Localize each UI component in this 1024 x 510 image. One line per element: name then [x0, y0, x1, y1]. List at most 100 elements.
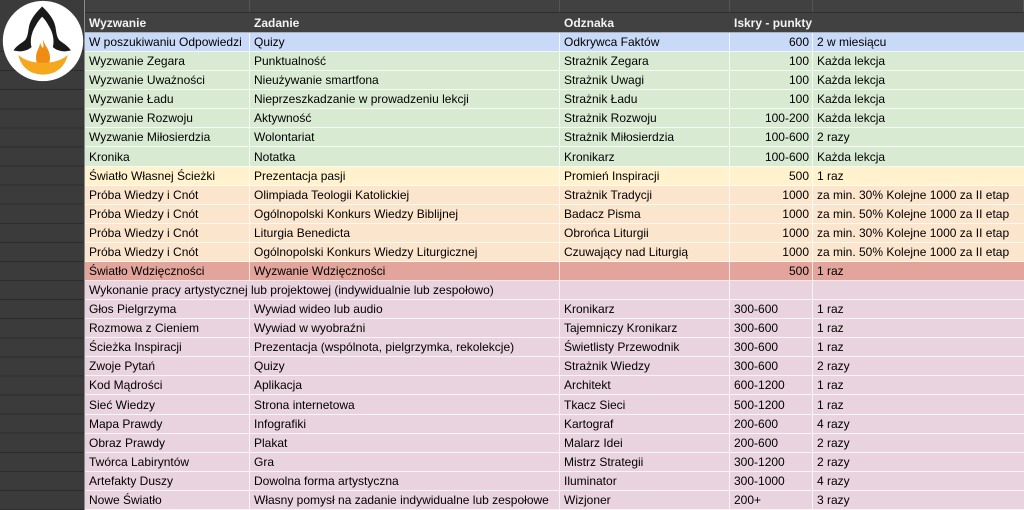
cell-czestotliwosc[interactable]: 1 raz — [813, 395, 1024, 415]
strip-cell-zadanie[interactable] — [250, 0, 560, 12]
cell-punkty[interactable]: 200-600 — [730, 433, 813, 453]
cell-wyzwanie[interactable]: Kod Mądrości — [85, 376, 250, 396]
cell-wyzwanie[interactable]: Twórca Labiryntów — [85, 452, 250, 472]
cell-odznaka[interactable]: Obrońca Liturgii — [560, 223, 730, 243]
cell-punkty[interactable]: 1000 — [730, 204, 813, 224]
cell-odznaka[interactable]: Strażnik Uwagi — [560, 71, 730, 91]
cell-punkty[interactable]: 600-1200 — [730, 376, 813, 396]
cell-czestotliwosc[interactable]: 1 raz — [813, 338, 1024, 358]
cell-zadanie[interactable]: Ogólnopolski Konkurs Wiedzy Biblijnej — [250, 204, 560, 224]
cell-zadanie[interactable]: Aktywność — [250, 109, 560, 129]
cell-czestotliwosc[interactable]: 2 razy — [813, 357, 1024, 377]
cell-zadanie[interactable]: Plakat — [250, 433, 560, 453]
cell-wyzwanie[interactable]: Próba Wiedzy i Cnót — [85, 185, 250, 205]
strip-cell-odznaka[interactable] — [560, 0, 730, 12]
cell-wyzwanie[interactable]: Światło Własnej Ścieżki — [85, 166, 250, 186]
cell-czestotliwosc[interactable]: 1 raz — [813, 167, 1024, 186]
cell-czestotliwosc[interactable]: 3 razy — [813, 491, 1024, 510]
cell-czestotliwosc[interactable] — [813, 281, 1024, 301]
cell-zadanie[interactable]: Aplikacja — [250, 376, 560, 396]
cell-czestotliwosc[interactable]: za min. 50% Kolejne 1000 za II etap — [813, 205, 1024, 224]
cell-czestotliwosc[interactable]: 2 w miesiącu — [813, 33, 1024, 53]
column-header-wyzwanie[interactable]: Wyzwanie — [89, 15, 147, 30]
cell-wyzwanie[interactable]: W poszukiwaniu Odpowiedzi — [85, 33, 250, 53]
cell-punkty[interactable]: 300-1200 — [730, 452, 813, 472]
cell-zadanie[interactable]: Punktualność — [250, 52, 560, 72]
cell-wyzwanie[interactable]: Wyzwanie Uważności — [85, 71, 250, 91]
cell-odznaka[interactable]: Kronikarz — [560, 147, 730, 167]
cell-czestotliwosc[interactable]: 4 razy — [813, 415, 1024, 434]
cell-zadanie[interactable]: Gra — [250, 452, 560, 472]
cell-odznaka[interactable]: Iluminator — [560, 471, 730, 491]
cell-czestotliwosc[interactable]: 1 raz — [813, 319, 1024, 339]
column-header-zadanie[interactable]: Zadanie — [254, 15, 300, 30]
column-header-czestotliwosc[interactable] — [813, 13, 1024, 32]
cell-zadanie[interactable]: Prezentacja (wspólnota, pielgrzymka, rek… — [250, 338, 560, 358]
column-header-punkty[interactable]: Iskry - punkty — [734, 15, 813, 30]
cell-odznaka[interactable]: Tajemniczy Kronikarz — [560, 319, 730, 339]
strip-cell-punkty[interactable] — [730, 0, 813, 12]
cell-wyzwanie[interactable]: Wyzwanie Rozwoju — [85, 109, 250, 129]
cell-odznaka[interactable]: Strażnik Rozwoju — [560, 109, 730, 129]
cell-wyzwanie[interactable]: Obraz Prawdy — [85, 433, 250, 453]
cell-odznaka[interactable]: Strażnik Miłosierdzia — [560, 128, 730, 148]
cell-odznaka[interactable]: Malarz Idei — [560, 433, 730, 453]
cell-punkty[interactable]: 100 — [730, 71, 813, 91]
cell-odznaka[interactable]: Tkacz Sieci — [560, 395, 730, 415]
cell-odznaka[interactable]: Mistrz Strategii — [560, 452, 730, 472]
cell-zadanie[interactable]: Olimpiada Teologii Katolickiej — [250, 185, 560, 205]
cell-punkty[interactable]: 100 — [730, 90, 813, 110]
cell-zadanie[interactable]: Dowolna forma artystyczna — [250, 471, 560, 491]
cell-wyzwanie[interactable]: Wyzwanie Zegara — [85, 52, 250, 72]
strip-cell-czestotliwosc[interactable] — [813, 0, 1024, 12]
cell-wyzwanie[interactable]: Kronika — [85, 147, 250, 167]
cell-wyzwanie[interactable]: Próba Wiedzy i Cnót — [85, 204, 250, 224]
cell-odznaka[interactable]: Świetlisty Przewodnik — [560, 338, 730, 358]
cell-punkty[interactable]: 500 — [730, 261, 813, 282]
cell-zadanie[interactable]: Nieużywanie smartfona — [250, 71, 560, 91]
cell-punkty[interactable]: 300-600 — [730, 319, 813, 339]
cell-wyzwanie[interactable]: Światło Wdzięczności — [85, 261, 250, 282]
cell-punkty[interactable]: 500 — [730, 166, 813, 186]
cell-czestotliwosc[interactable]: 1 raz — [813, 300, 1024, 320]
cell-punkty[interactable]: 300-600 — [730, 300, 813, 320]
cell-zadanie[interactable]: Własny pomysł na zadanie indywidualne lu… — [250, 490, 560, 510]
cell-punkty[interactable]: 100 — [730, 52, 813, 72]
cell-punkty[interactable]: 100-600 — [730, 147, 813, 167]
cell-wyzwanie[interactable]: Wykonanie pracy artystycznej lub projekt… — [85, 281, 560, 301]
cell-zadanie[interactable]: Liturgia Benedicta — [250, 223, 560, 243]
cell-wyzwanie[interactable]: Wyzwanie Ładu — [85, 90, 250, 110]
cell-czestotliwosc[interactable]: 2 razy — [813, 434, 1024, 453]
cell-odznaka[interactable] — [560, 281, 730, 301]
cell-wyzwanie[interactable]: Wyzwanie Miłosierdzia — [85, 128, 250, 148]
cell-wyzwanie[interactable]: Artefakty Duszy — [85, 471, 250, 491]
cell-zadanie[interactable]: Infografiki — [250, 414, 560, 434]
cell-odznaka[interactable]: Strażnik Wiedzy — [560, 357, 730, 377]
cell-punkty[interactable]: 1000 — [730, 242, 813, 262]
cell-punkty[interactable]: 1000 — [730, 223, 813, 243]
column-header-odznaka[interactable]: Odznaka — [564, 15, 615, 30]
cell-punkty[interactable]: 1000 — [730, 185, 813, 205]
cell-wyzwanie[interactable]: Ścieżka Inspiracji — [85, 338, 250, 358]
cell-czestotliwosc[interactable]: Każda lekcja — [813, 109, 1024, 129]
cell-zadanie[interactable]: Quizy — [250, 357, 560, 377]
cell-zadanie[interactable]: Wywiad wideo lub audio — [250, 300, 560, 320]
cell-odznaka[interactable]: Wizjoner — [560, 490, 730, 510]
cell-wyzwanie[interactable]: Nowe Światło — [85, 490, 250, 510]
cell-zadanie[interactable]: Prezentacja pasji — [250, 166, 560, 186]
cell-czestotliwosc[interactable]: Każda lekcja — [813, 52, 1024, 72]
cell-odznaka[interactable]: Strażnik Zegara — [560, 52, 730, 72]
cell-odznaka[interactable]: Badacz Pisma — [560, 204, 730, 224]
cell-punkty[interactable]: 300-1000 — [730, 471, 813, 491]
cell-punkty[interactable]: 100-200 — [730, 109, 813, 129]
cell-punkty[interactable]: 500-1200 — [730, 395, 813, 415]
cell-zadanie[interactable]: Notatka — [250, 147, 560, 167]
cell-punkty[interactable]: 100-600 — [730, 128, 813, 148]
cell-czestotliwosc[interactable]: za min. 50% Kolejne 1000 za II etap — [813, 243, 1024, 262]
cell-zadanie[interactable]: Wywiad w wyobraźni — [250, 319, 560, 339]
cell-zadanie[interactable]: Quizy — [250, 33, 560, 53]
cell-odznaka[interactable]: Kartograf — [560, 414, 730, 434]
cell-wyzwanie[interactable]: Głos Pielgrzyma — [85, 300, 250, 320]
cell-punkty[interactable]: 200+ — [730, 490, 813, 510]
cell-wyzwanie[interactable]: Rozmowa z Cieniem — [85, 319, 250, 339]
